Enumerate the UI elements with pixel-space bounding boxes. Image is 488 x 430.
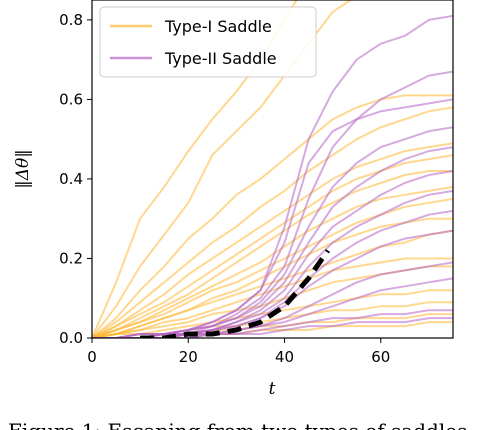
y-tick-label: 0.4 [59, 170, 83, 188]
type-i-trajectory-16 [92, 321, 453, 338]
type-i-trajectory-2 [92, 94, 453, 338]
legend-label-type-i: Type-I Saddle [164, 17, 272, 36]
reference-dashed-curve [140, 249, 330, 338]
x-axis-label: t [269, 379, 276, 399]
y-tick-label: 0.2 [59, 249, 83, 267]
legend: Type-I Saddle Type-II Saddle [99, 6, 317, 78]
plot-frame [91, 0, 454, 339]
type-ii-trajectory-11 [92, 309, 453, 338]
x-tick-label: 40 [275, 348, 294, 366]
type-ii-trajectory-9 [92, 261, 453, 338]
x-ticks: 0 20 40 60 [87, 338, 390, 366]
type-ii-trajectory-7 [92, 209, 453, 338]
y-tick-label: 0.0 [59, 329, 83, 347]
y-axis-label: ‖Δθ‖ [13, 149, 33, 189]
type-ii-trajectory-2 [92, 70, 453, 338]
legend-label-type-ii: Type-II Saddle [164, 49, 277, 68]
figure-caption: Figure 1: Escaping from two types of sad… [8, 419, 467, 430]
y-tick-label: 0.8 [59, 11, 83, 29]
type-i-trajectory-5 [92, 154, 453, 338]
type-i-trajectory-1 [92, 0, 353, 338]
type-i-trajectory-3 [92, 106, 453, 338]
type-i-trajectory-6 [92, 170, 453, 338]
y-tick-label: 0.6 [59, 90, 83, 108]
type-i-trajectory-11 [92, 257, 453, 338]
y-ticks: 0.0 0.2 0.4 0.6 0.8 [59, 11, 92, 347]
type-ii-trajectory-12 [92, 317, 453, 338]
reference-curve-layer [140, 249, 330, 338]
x-tick-label: 60 [371, 348, 390, 366]
type-i-trajectory-4 [92, 142, 453, 338]
legend-box [99, 6, 317, 78]
type-ii-trajectory-10 [92, 277, 453, 338]
x-tick-label: 20 [179, 348, 198, 366]
x-tick-label: 0 [87, 348, 97, 366]
series-lines [92, 0, 453, 338]
type-i-trajectory-7 [92, 185, 453, 338]
